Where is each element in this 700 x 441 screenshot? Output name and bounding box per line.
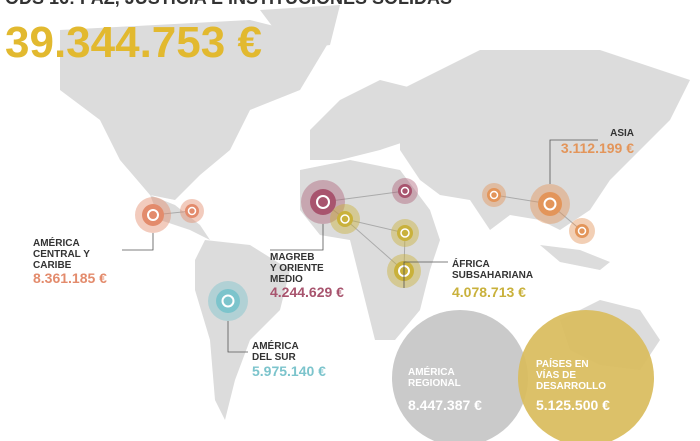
labels: AMÉRICA CENTRAL Y CARIBE 8.361.185 € MAG… — [33, 128, 634, 413]
regional-circle — [392, 310, 528, 441]
region-name: CENTRAL Y — [33, 249, 90, 260]
region-name: MAGREB — [270, 252, 314, 263]
region-amount: 4.078.713 € — [452, 284, 526, 300]
marker — [310, 189, 336, 215]
shape — [400, 50, 690, 230]
marker — [147, 209, 159, 221]
region-name: DESARROLLO — [536, 381, 606, 392]
region-amount: 4.244.629 € — [270, 284, 344, 300]
shape — [322, 190, 406, 272]
region-name: VÍAS DE — [536, 368, 576, 381]
region-name: REGIONAL — [408, 378, 461, 389]
shape — [270, 224, 324, 251]
marker — [221, 294, 235, 308]
total: 39.344.753 € — [5, 18, 262, 67]
marker — [538, 192, 562, 216]
region-amount: 8.447.387 € — [408, 397, 482, 413]
marker — [575, 224, 589, 238]
region-name: Y ORIENTE — [270, 263, 324, 274]
region-name: CARIBE — [33, 260, 72, 271]
region-name: MEDIO — [270, 274, 303, 285]
shape — [540, 245, 610, 270]
marker — [489, 190, 499, 200]
region-amount: 5.125.500 € — [536, 397, 610, 413]
region-amount: 3.112.199 € — [561, 140, 634, 156]
shape — [60, 20, 330, 200]
marker — [400, 186, 410, 196]
marker — [316, 195, 330, 209]
marker — [142, 204, 164, 226]
marker — [337, 211, 353, 227]
marker — [543, 197, 557, 211]
title: ODS 16: PAZ, JUSTICIA E INSTITUCIONES SÓ… — [5, 0, 452, 8]
region-markers — [135, 178, 595, 321]
marker — [487, 188, 501, 202]
leader-lines — [122, 139, 598, 353]
region-name: PAÍSES EN — [536, 357, 589, 370]
region-name: DEL SUR — [252, 352, 296, 363]
region-name: SUBSAHARIANA — [452, 270, 533, 281]
marker — [216, 289, 240, 313]
marker — [185, 204, 199, 218]
shape — [260, 5, 340, 50]
shape — [122, 233, 154, 251]
marker — [187, 206, 197, 216]
region-name: AMÉRICA — [252, 339, 299, 352]
region-name: AMÉRICA — [33, 236, 80, 249]
shape — [150, 195, 210, 240]
marker — [577, 226, 587, 236]
marker — [398, 184, 412, 198]
shape — [549, 139, 598, 184]
region-name: AMÉRICA — [408, 365, 455, 378]
shape — [403, 261, 448, 288]
shape — [310, 80, 420, 160]
shape — [195, 240, 290, 420]
marker — [340, 214, 350, 224]
shape — [227, 321, 248, 353]
region-name: ÁFRICA — [452, 257, 490, 270]
marker — [397, 225, 413, 241]
marker — [400, 228, 410, 238]
development-circle — [518, 310, 654, 441]
region-amount: 8.361.185 € — [33, 270, 107, 286]
region-name: ASIA — [610, 128, 634, 139]
region-amount: 5.975.140 € — [252, 363, 326, 379]
